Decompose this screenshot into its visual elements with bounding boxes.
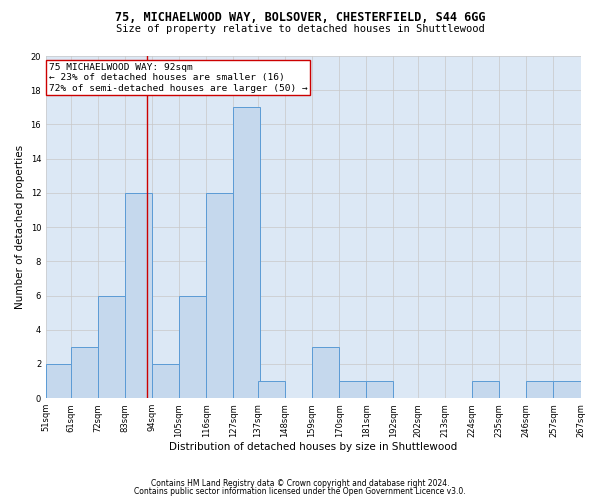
Bar <box>472 381 499 398</box>
Bar <box>553 381 581 398</box>
Bar <box>339 381 366 398</box>
Y-axis label: Number of detached properties: Number of detached properties <box>15 145 25 309</box>
Text: 75 MICHAELWOOD WAY: 92sqm
← 23% of detached houses are smaller (16)
72% of semi-: 75 MICHAELWOOD WAY: 92sqm ← 23% of detac… <box>49 63 307 92</box>
X-axis label: Distribution of detached houses by size in Shuttlewood: Distribution of detached houses by size … <box>169 442 457 452</box>
Bar <box>526 381 553 398</box>
Bar <box>233 108 260 398</box>
Text: Size of property relative to detached houses in Shuttlewood: Size of property relative to detached ho… <box>116 24 484 34</box>
Bar <box>152 364 179 398</box>
Text: Contains public sector information licensed under the Open Government Licence v3: Contains public sector information licen… <box>134 487 466 496</box>
Bar <box>312 347 339 398</box>
Bar <box>125 193 152 398</box>
Bar <box>206 193 233 398</box>
Bar <box>71 347 98 398</box>
Bar <box>258 381 285 398</box>
Bar <box>179 296 206 398</box>
Bar <box>366 381 394 398</box>
Text: 75, MICHAELWOOD WAY, BOLSOVER, CHESTERFIELD, S44 6GG: 75, MICHAELWOOD WAY, BOLSOVER, CHESTERFI… <box>115 11 485 24</box>
Bar <box>98 296 125 398</box>
Text: Contains HM Land Registry data © Crown copyright and database right 2024.: Contains HM Land Registry data © Crown c… <box>151 478 449 488</box>
Bar <box>46 364 73 398</box>
